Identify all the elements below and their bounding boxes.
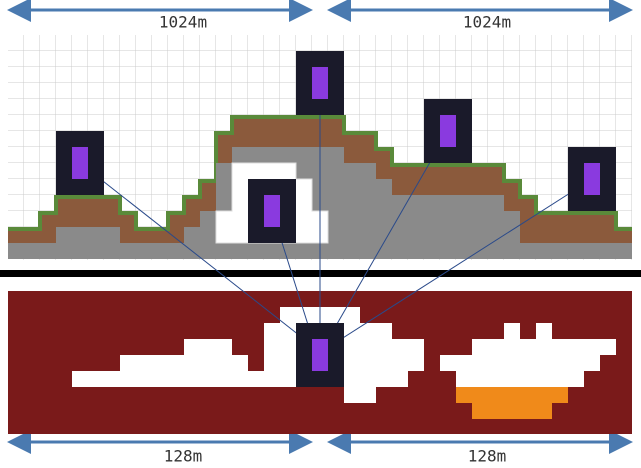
dimension-arrows [7, 0, 633, 454]
portals [56, 51, 616, 387]
top-right-label: 1024m [463, 13, 511, 32]
bottom-left-label: 128m [164, 447, 203, 466]
top-left-label: 1024m [159, 13, 207, 32]
terrain-grass [8, 115, 632, 231]
nether-cave-right [440, 323, 616, 403]
bottom-right-label: 128m [468, 447, 507, 466]
lava [456, 387, 568, 419]
